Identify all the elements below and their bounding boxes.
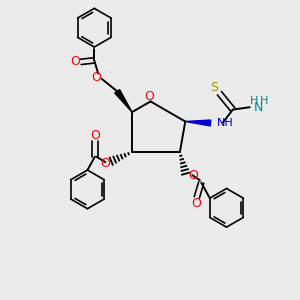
Text: H: H <box>260 96 268 106</box>
Text: O: O <box>70 56 80 68</box>
Text: O: O <box>92 71 101 84</box>
Text: O: O <box>191 197 201 210</box>
Text: O: O <box>145 90 154 103</box>
Text: N: N <box>254 101 263 114</box>
Text: NH: NH <box>217 118 234 128</box>
Text: H: H <box>249 96 258 106</box>
Polygon shape <box>115 90 132 112</box>
Polygon shape <box>185 120 211 126</box>
Text: O: O <box>100 157 110 170</box>
Text: O: O <box>90 129 100 142</box>
Text: O: O <box>188 169 198 182</box>
Text: S: S <box>210 81 218 94</box>
